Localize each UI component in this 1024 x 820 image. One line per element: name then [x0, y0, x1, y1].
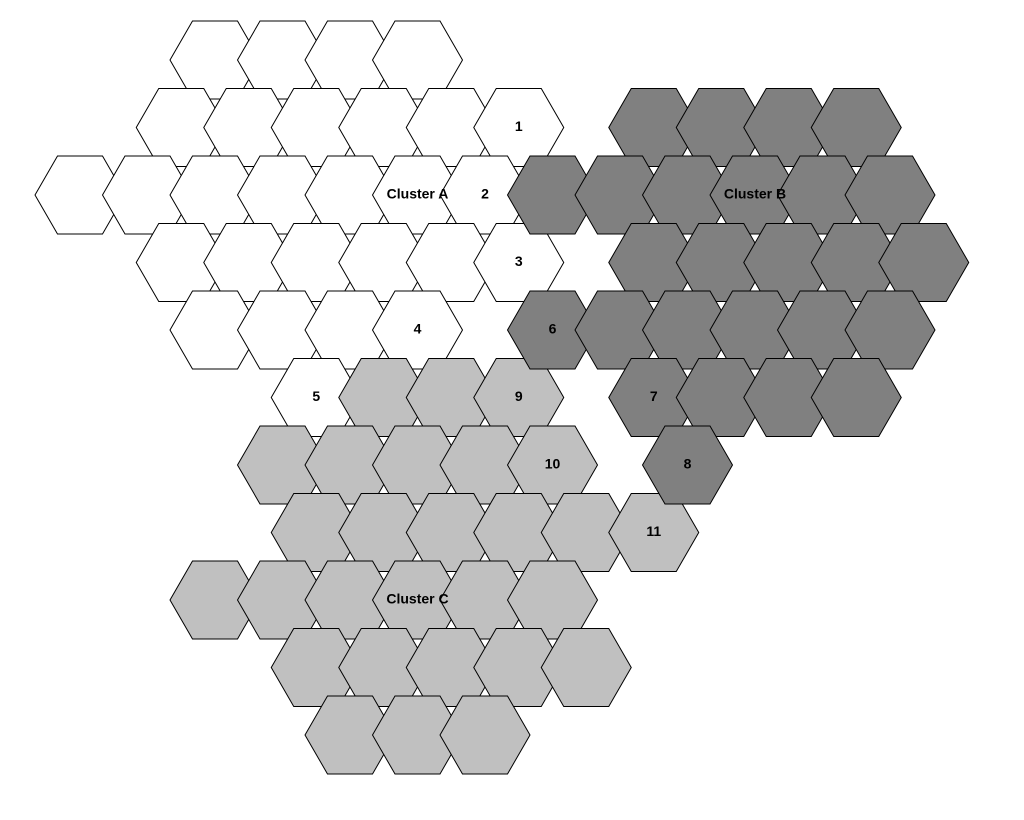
hex-cell [440, 696, 530, 774]
hex-cell [541, 629, 631, 707]
hex-number-label: 10 [545, 456, 561, 472]
hex-number-label: 8 [684, 456, 692, 472]
hex-number-label: 9 [515, 388, 523, 404]
hex-number-label: 11 [646, 523, 661, 539]
cluster-c: 9 10 11 Cluster C [170, 359, 699, 774]
cluster-a: 1 2 3 4 5 Cluster A [35, 21, 564, 436]
hex-number-label: 1 [515, 118, 523, 134]
hex-cell [811, 89, 901, 167]
cluster-label: Cluster A [387, 186, 449, 202]
hex-number-label: 6 [549, 321, 557, 337]
hex-cell [845, 156, 935, 234]
hex-number-label: 3 [515, 253, 523, 269]
hex-cell [811, 359, 901, 437]
hex-cell [373, 21, 463, 99]
hex-number-label: 4 [414, 321, 422, 337]
cluster-label: Cluster C [386, 591, 448, 607]
hex-number-label: 2 [481, 186, 489, 202]
hex-number-label: 5 [312, 388, 320, 404]
hex-cell [845, 291, 935, 369]
hex-number-label: 7 [650, 388, 658, 404]
hex-cell [879, 224, 969, 302]
hex-cell [508, 561, 598, 639]
hex-cluster-diagram: 1 2 3 4 5 Cluster A 9 10 11 Cluster C 6 7 8 Cluster B [0, 0, 1024, 820]
cluster-label: Cluster B [724, 186, 786, 202]
